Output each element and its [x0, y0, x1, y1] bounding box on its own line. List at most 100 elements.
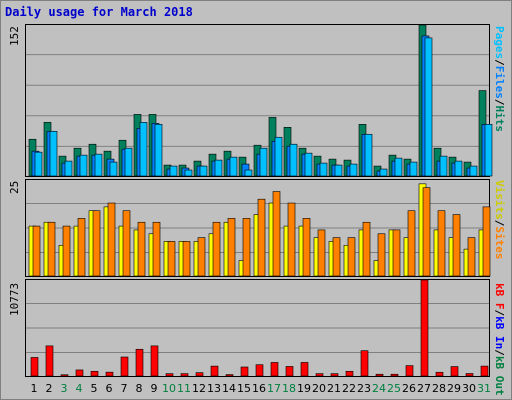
- x-tick-label: 2: [45, 382, 53, 395]
- bar-sites: [302, 218, 311, 277]
- bar-pages: [319, 162, 328, 177]
- bar-pages: [229, 156, 238, 177]
- bar-sites: [32, 225, 41, 277]
- bar-kb-f: [420, 279, 429, 377]
- bar-pages: [304, 152, 313, 177]
- bar-kb-f: [150, 345, 159, 377]
- bar-pages: [214, 159, 223, 177]
- bar-pages: [289, 143, 298, 177]
- bar-sites: [347, 237, 356, 277]
- bar-kb-f: [480, 365, 489, 377]
- x-tick-label: 26: [402, 382, 416, 395]
- bar-kb-f: [285, 366, 294, 377]
- bar-sites: [107, 202, 116, 277]
- bar-sites: [137, 221, 146, 277]
- bar-pages: [394, 157, 403, 177]
- bar-kb-f: [60, 374, 69, 377]
- bar-sites: [287, 202, 296, 277]
- bar-sites: [332, 237, 341, 277]
- bar-sites: [167, 241, 176, 277]
- bar-kb-f: [360, 350, 369, 377]
- x-tick-label: 29: [447, 382, 461, 395]
- bar-sites: [122, 210, 131, 277]
- bar-kb-f: [210, 365, 219, 377]
- x-tick-label: 25: [387, 382, 401, 395]
- bar-sites: [422, 187, 431, 277]
- x-tick-label: 21: [327, 382, 341, 395]
- bar-pages: [454, 160, 463, 177]
- bar-sites: [182, 241, 191, 277]
- bar-kb-f: [405, 365, 414, 377]
- bar-kb-f: [375, 373, 384, 377]
- bar-pages: [154, 124, 163, 177]
- bar-pages: [64, 160, 73, 177]
- bar-pages: [274, 136, 283, 177]
- x-tick-label: 16: [252, 382, 266, 395]
- bar-pages: [364, 133, 373, 177]
- bar-kb-f: [45, 345, 54, 377]
- x-tick-label: 6: [105, 382, 113, 395]
- x-tick-label: 13: [207, 382, 221, 395]
- bar-sites: [227, 218, 236, 277]
- x-tick-label: 8: [135, 382, 143, 395]
- x-tick-label: 31: [477, 382, 491, 395]
- bar-pages: [334, 164, 343, 177]
- bar-pages: [409, 161, 418, 177]
- bar-kb-f: [240, 366, 249, 377]
- bar-kb-f: [345, 370, 354, 377]
- bar-kb-f: [465, 373, 474, 377]
- bar-kb-f: [105, 371, 114, 377]
- bar-sites: [467, 237, 476, 277]
- bar-sites: [77, 218, 86, 277]
- bar-sites: [362, 221, 371, 277]
- x-tick-label: 23: [357, 382, 371, 395]
- bar-pages: [379, 168, 388, 177]
- x-tick-label: 7: [120, 382, 128, 395]
- bar-sites: [152, 221, 161, 277]
- bar-pages: [424, 37, 433, 177]
- x-tick-label: 10: [162, 382, 176, 395]
- bar-pages: [469, 165, 478, 177]
- bar-sites: [92, 210, 101, 277]
- bar-pages: [244, 169, 253, 177]
- x-tick-label: 4: [75, 382, 83, 395]
- x-tick-label: 28: [432, 382, 446, 395]
- x-tick-label: 24: [372, 382, 386, 395]
- bar-kb-f: [180, 373, 189, 377]
- x-tick-label: 3: [60, 382, 68, 395]
- x-tick-label: 20: [312, 382, 326, 395]
- bar-sites: [407, 210, 416, 277]
- x-tick-label: 1: [30, 382, 38, 395]
- bar-sites: [482, 206, 491, 277]
- bar-pages: [439, 155, 448, 177]
- x-tick-label: 9: [150, 382, 158, 395]
- bar-pages: [109, 161, 118, 177]
- bar-kb-f: [165, 373, 174, 377]
- bar-kb-f: [225, 374, 234, 377]
- bar-pages: [94, 153, 103, 177]
- x-tick-label: 11: [177, 382, 191, 395]
- bar-pages: [79, 154, 88, 177]
- x-tick-label: 15: [237, 382, 251, 395]
- bar-sites: [62, 225, 71, 277]
- bar-kb-f: [450, 366, 459, 377]
- bar-sites: [197, 237, 206, 277]
- x-tick-label: 22: [342, 382, 356, 395]
- bar-sites: [272, 191, 281, 277]
- bar-pages: [484, 124, 493, 177]
- bar-sites: [47, 221, 56, 277]
- bar-sites: [452, 214, 461, 277]
- bar-kb-f: [330, 373, 339, 377]
- bar-kb-f: [255, 364, 264, 377]
- bar-kb-f: [315, 373, 324, 377]
- bar-pages: [124, 147, 133, 177]
- bar-kb-f: [30, 357, 39, 377]
- x-tick-label: 17: [267, 382, 281, 395]
- bar-kb-f: [195, 372, 204, 377]
- bar-kb-f: [270, 362, 279, 377]
- bar-pages: [199, 165, 208, 177]
- bar-pages: [49, 130, 58, 177]
- bar-kb-f: [135, 348, 144, 377]
- bar-pages: [184, 169, 193, 177]
- bar-sites: [242, 218, 251, 277]
